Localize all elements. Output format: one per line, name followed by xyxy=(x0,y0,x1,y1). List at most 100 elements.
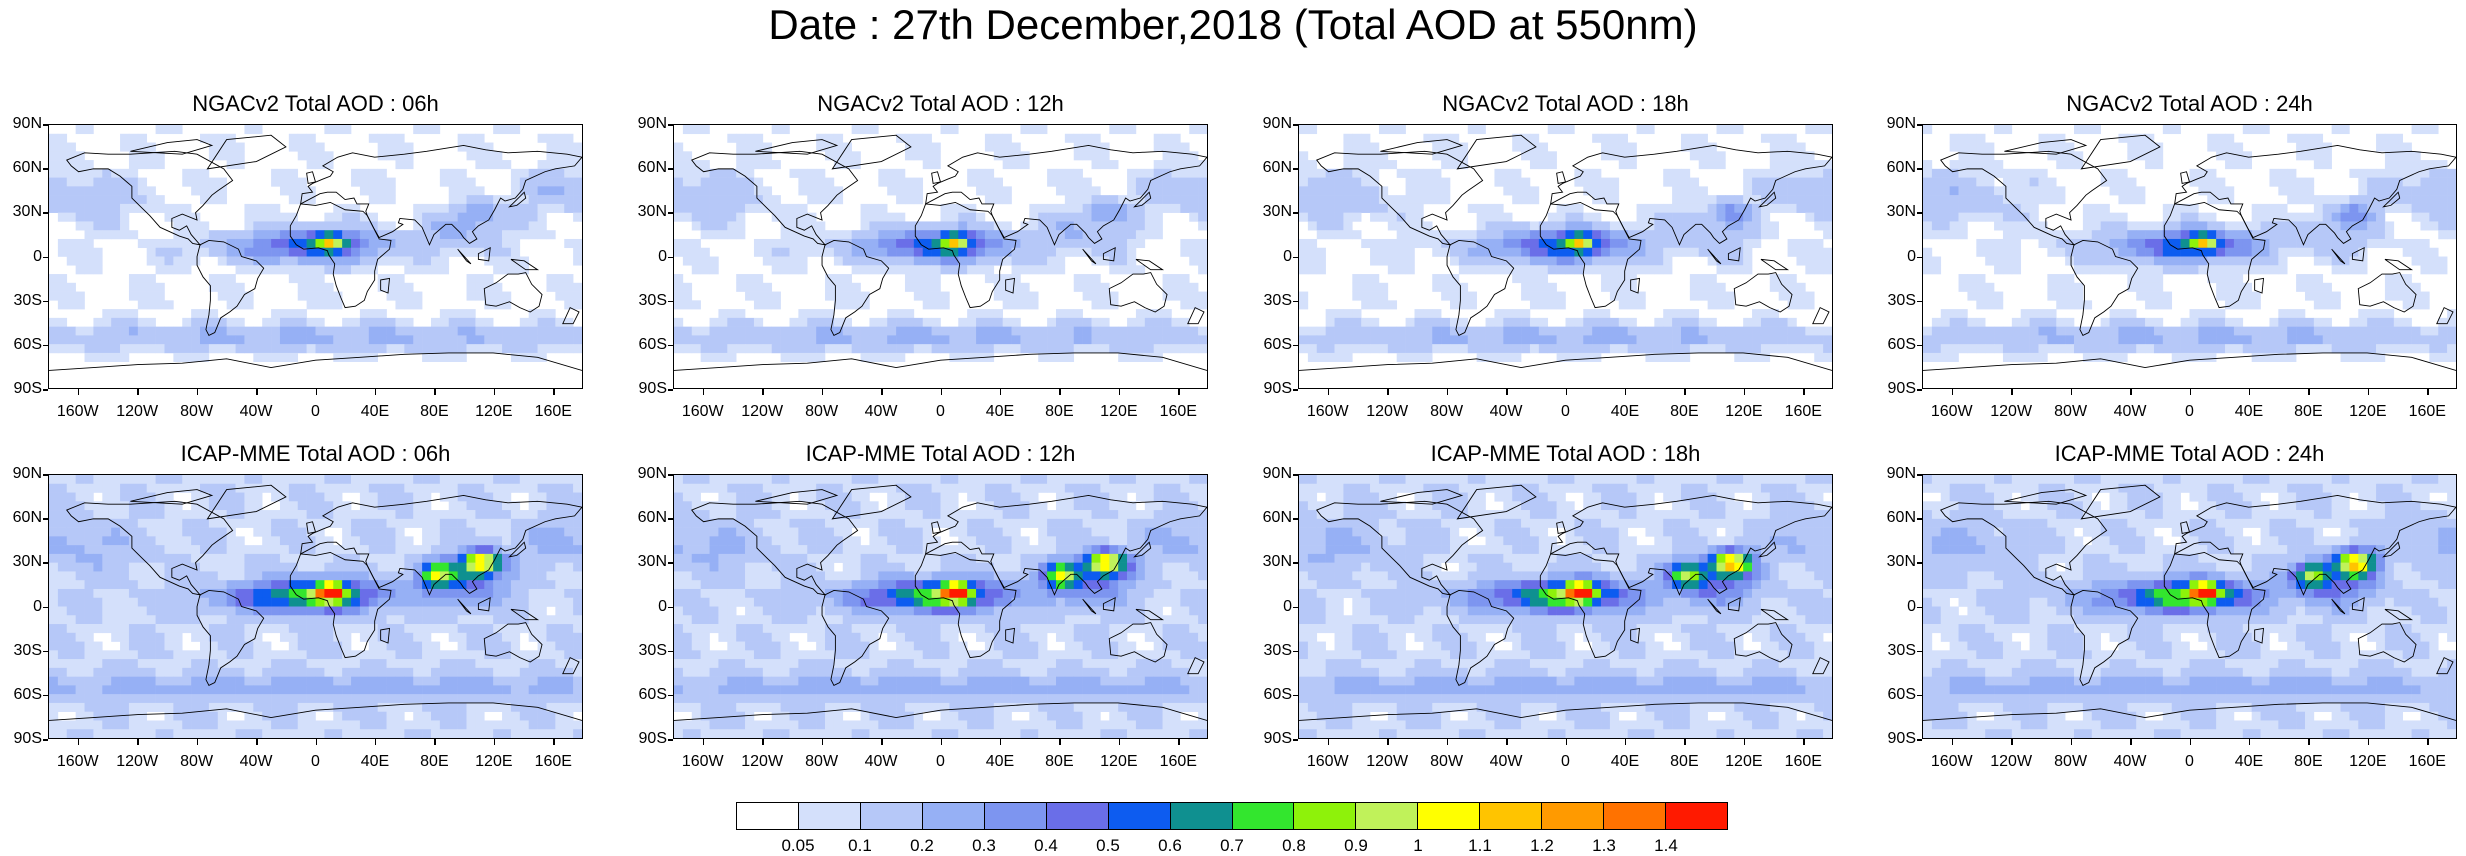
colorbar xyxy=(736,802,1728,830)
lat-tick xyxy=(43,562,48,564)
colorbar-label: 1 xyxy=(1388,836,1448,856)
coastline xyxy=(1188,308,1204,324)
lat-tick-label: 60N xyxy=(2,509,42,527)
colorbar-label: 0.1 xyxy=(830,836,890,856)
lon-tick-label: 120W xyxy=(732,403,792,421)
lon-tick xyxy=(822,389,824,395)
lat-tick-label: 30N xyxy=(627,203,667,221)
lat-tick-label: 30N xyxy=(1252,203,1292,221)
lon-tick xyxy=(1000,739,1002,745)
colorbar-cell xyxy=(861,803,923,829)
lon-tick xyxy=(941,739,943,745)
lon-tick-label: 160W xyxy=(1298,753,1358,771)
lon-tick-label: 40E xyxy=(970,403,1030,421)
lon-tick xyxy=(553,739,555,745)
lat-tick xyxy=(43,518,48,520)
lon-tick-label: 0 xyxy=(1536,403,1596,421)
lon-tick xyxy=(1803,389,1805,395)
lon-tick-label: 160E xyxy=(1148,403,1208,421)
lat-tick xyxy=(668,301,673,303)
lon-tick-label: 40W xyxy=(851,403,911,421)
lon-tick-label: 80W xyxy=(792,403,852,421)
lon-tick-label: 160E xyxy=(1773,753,1833,771)
lat-tick xyxy=(1293,389,1298,391)
lat-tick-label: 0 xyxy=(1876,598,1916,616)
lat-tick-label: 60S xyxy=(1252,336,1292,354)
lon-tick xyxy=(2071,739,2073,745)
lon-tick-label: 40W xyxy=(1476,403,1536,421)
lon-tick xyxy=(1803,739,1805,745)
lon-tick-label: 40E xyxy=(1595,753,1655,771)
colorbar-cell xyxy=(1171,803,1233,829)
lat-tick xyxy=(1917,474,1922,476)
colorbar-label: 0.2 xyxy=(892,836,952,856)
coastline xyxy=(2385,259,2412,269)
lon-tick-label: 120W xyxy=(1357,753,1417,771)
lat-tick-label: 60S xyxy=(1252,686,1292,704)
aod-map-panel xyxy=(1298,124,1833,389)
colorbar-label: 1.1 xyxy=(1450,836,1510,856)
lon-tick-label: 160W xyxy=(673,753,733,771)
lon-tick-label: 160E xyxy=(2397,403,2457,421)
lon-tick xyxy=(1059,389,1061,395)
lon-tick-label: 160E xyxy=(1148,753,1208,771)
colorbar-cell xyxy=(1047,803,1109,829)
colorbar-label: 0.4 xyxy=(1016,836,1076,856)
lon-tick xyxy=(316,389,318,395)
lon-tick-label: 120W xyxy=(107,753,167,771)
lon-tick xyxy=(1566,389,1568,395)
lat-tick xyxy=(1917,389,1922,391)
lat-tick xyxy=(668,474,673,476)
aod-field xyxy=(1923,475,2456,738)
lon-tick-label: 120E xyxy=(464,753,524,771)
lat-tick-label: 90S xyxy=(2,730,42,748)
lat-tick xyxy=(43,607,48,609)
lat-tick xyxy=(668,739,673,741)
lon-tick xyxy=(1387,739,1389,745)
colorbar-label: 0.3 xyxy=(954,836,1014,856)
lon-tick-label: 80W xyxy=(1417,753,1477,771)
colorbar-cell xyxy=(1294,803,1356,829)
lon-tick-label: 120E xyxy=(1714,403,1774,421)
lat-tick-label: 30S xyxy=(1876,642,1916,660)
lon-tick-label: 80E xyxy=(2278,753,2338,771)
lon-tick xyxy=(1059,739,1061,745)
lon-tick-label: 40E xyxy=(970,753,1030,771)
lon-tick-label: 80W xyxy=(1417,403,1477,421)
panel-title: ICAP-MME Total AOD : 24h xyxy=(1890,442,2466,466)
lat-tick-label: 30S xyxy=(627,292,667,310)
lon-tick-label: 40E xyxy=(345,403,405,421)
lon-tick xyxy=(1119,389,1121,395)
lat-tick xyxy=(668,168,673,170)
lat-tick xyxy=(668,345,673,347)
lat-tick-label: 0 xyxy=(2,248,42,266)
colorbar-label: 0.5 xyxy=(1078,836,1138,856)
colorbar-label: 1.2 xyxy=(1512,836,1572,856)
lon-tick xyxy=(494,739,496,745)
lon-tick xyxy=(941,389,943,395)
lon-tick xyxy=(434,739,436,745)
lon-tick xyxy=(2130,739,2132,745)
aod-map-panel xyxy=(48,474,583,739)
lon-tick xyxy=(762,389,764,395)
lat-tick xyxy=(1917,212,1922,214)
lat-tick xyxy=(668,651,673,653)
lat-tick xyxy=(43,389,48,391)
lon-tick xyxy=(1178,739,1180,745)
lon-tick xyxy=(2427,389,2429,395)
lon-tick-label: 120E xyxy=(464,403,524,421)
colorbar-label: 1.3 xyxy=(1574,836,1634,856)
lat-tick-label: 30S xyxy=(2,642,42,660)
lon-tick xyxy=(137,389,139,395)
lat-tick xyxy=(1293,345,1298,347)
lat-tick-label: 90N xyxy=(1252,115,1292,133)
aod-map-panel xyxy=(673,124,1208,389)
lat-tick-label: 90S xyxy=(627,730,667,748)
lon-tick-label: 40W xyxy=(226,403,286,421)
panel-title: NGACv2 Total AOD : 18h xyxy=(1266,92,1866,116)
lat-tick-label: 60N xyxy=(1876,509,1916,527)
lon-tick xyxy=(78,739,80,745)
lon-tick xyxy=(197,739,199,745)
lat-tick-label: 90N xyxy=(1876,115,1916,133)
lon-tick-label: 120W xyxy=(107,403,167,421)
